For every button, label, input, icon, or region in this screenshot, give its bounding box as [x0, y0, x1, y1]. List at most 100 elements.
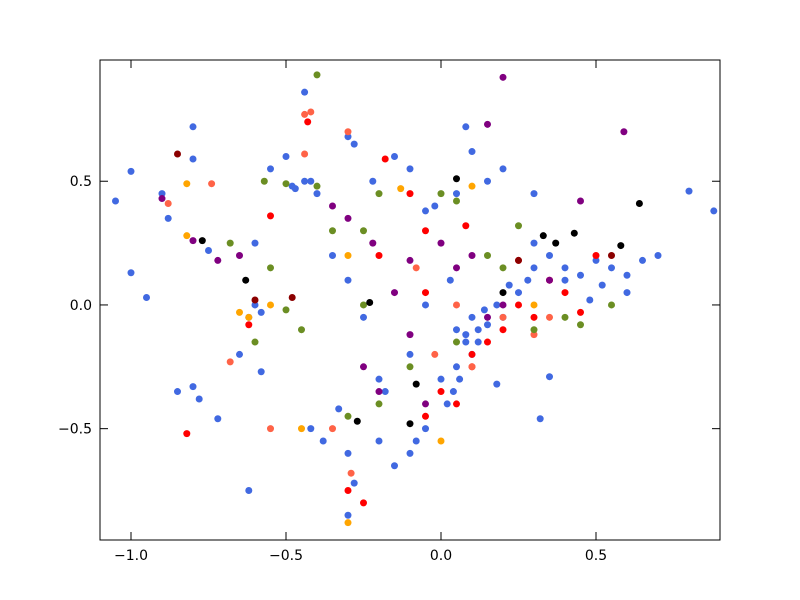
- scatter-point: [499, 313, 507, 321]
- scatter-point: [205, 247, 212, 255]
- scatter-point: [462, 338, 470, 346]
- scatter-point: [530, 190, 538, 198]
- x-tick-label: −1.0: [114, 548, 148, 564]
- scatter-point: [251, 296, 259, 304]
- scatter-point: [639, 256, 646, 264]
- scatter-point: [189, 155, 197, 163]
- scatter-point: [484, 321, 491, 329]
- scatter-point: [174, 388, 181, 396]
- scatter-point: [301, 110, 309, 118]
- scatter-point: [422, 400, 429, 408]
- scatter-point: [267, 425, 274, 433]
- scatter-point: [623, 271, 631, 279]
- scatter-point: [344, 511, 352, 519]
- scatter-point: [561, 313, 569, 321]
- scatter-point: [431, 350, 439, 358]
- scatter-point: [685, 187, 693, 195]
- scatter-point: [453, 326, 460, 334]
- scatter-point: [257, 308, 265, 316]
- scatter-point: [360, 499, 367, 507]
- scatter-point: [453, 338, 460, 346]
- scatter-point: [422, 207, 429, 215]
- scatter-point: [406, 420, 414, 428]
- scatter-point: [164, 200, 172, 208]
- scatter-point: [236, 308, 243, 316]
- scatter-point: [298, 425, 305, 433]
- scatter-point: [226, 239, 234, 247]
- scatter-point: [189, 383, 197, 391]
- scatter-point: [251, 338, 259, 346]
- scatter-point: [654, 251, 662, 259]
- scatter-point: [313, 182, 321, 190]
- scatter-point: [406, 165, 414, 173]
- scatter-point: [183, 232, 191, 240]
- x-tick-label: 0.0: [430, 548, 452, 564]
- scatter-point: [251, 239, 259, 247]
- scatter-point: [251, 301, 259, 309]
- plot-marks: [112, 71, 718, 527]
- scatter-point: [226, 358, 234, 366]
- scatter-point: [443, 400, 451, 408]
- scatter-point: [344, 412, 352, 420]
- scatter-point: [412, 380, 420, 388]
- scatter-point: [499, 289, 507, 297]
- scatter-point: [437, 190, 445, 198]
- scatter-point: [127, 269, 135, 277]
- scatter-point: [397, 185, 405, 193]
- x-tick-label: −0.5: [269, 548, 303, 564]
- scatter-point: [437, 437, 445, 445]
- scatter-point: [267, 212, 274, 220]
- scatter-point: [391, 152, 398, 160]
- scatter-point: [617, 242, 625, 250]
- scatter-point: [174, 150, 181, 158]
- scatter-point: [515, 256, 522, 264]
- scatter-point: [360, 301, 367, 309]
- scatter-point: [344, 133, 352, 141]
- scatter-point: [536, 415, 544, 423]
- scatter-point: [546, 251, 553, 259]
- scatter-point: [183, 430, 191, 438]
- scatter-point: [462, 222, 470, 230]
- scatter-point: [422, 425, 429, 433]
- scatter-point: [577, 271, 584, 279]
- scatter-point: [515, 289, 522, 297]
- scatter-point: [143, 294, 150, 302]
- scatter-point: [437, 239, 445, 247]
- axes: −1.0 −0.5 0.0 0.5 −0.5 0.0 0.5: [58, 60, 720, 564]
- scatter-point: [375, 388, 383, 396]
- scatter-point: [552, 239, 560, 247]
- scatter-point: [183, 180, 191, 188]
- scatter-point: [406, 331, 414, 339]
- scatter-point: [530, 239, 538, 247]
- scatter-point: [195, 395, 203, 403]
- scatter-point: [406, 256, 414, 264]
- scatter-point: [406, 449, 414, 457]
- scatter-point: [484, 338, 491, 346]
- scatter-point: [350, 479, 358, 487]
- scatter-point: [499, 326, 507, 334]
- scatter-point: [301, 177, 309, 185]
- scatter-point: [158, 190, 166, 198]
- scatter-point: [422, 301, 429, 309]
- scatter-point: [530, 301, 538, 309]
- scatter-point: [493, 301, 501, 309]
- scatter-point: [462, 123, 470, 131]
- scatter-point: [112, 197, 119, 205]
- scatter-point: [335, 405, 343, 413]
- scatter-point: [530, 313, 538, 321]
- scatter-point: [391, 289, 398, 297]
- scatter-point: [561, 276, 569, 284]
- scatter-point: [344, 251, 352, 259]
- scatter-point: [412, 264, 420, 272]
- scatter-point: [608, 264, 615, 272]
- scatter-point: [164, 214, 172, 222]
- scatter-point: [468, 363, 476, 371]
- scatter-point: [319, 437, 327, 445]
- scatter-point: [344, 276, 352, 284]
- scatter-point: [437, 375, 445, 383]
- scatter-point: [468, 182, 476, 190]
- scatter-point: [456, 375, 464, 383]
- scatter-point: [127, 167, 135, 175]
- scatter-point: [189, 123, 197, 131]
- scatter-point: [307, 177, 315, 185]
